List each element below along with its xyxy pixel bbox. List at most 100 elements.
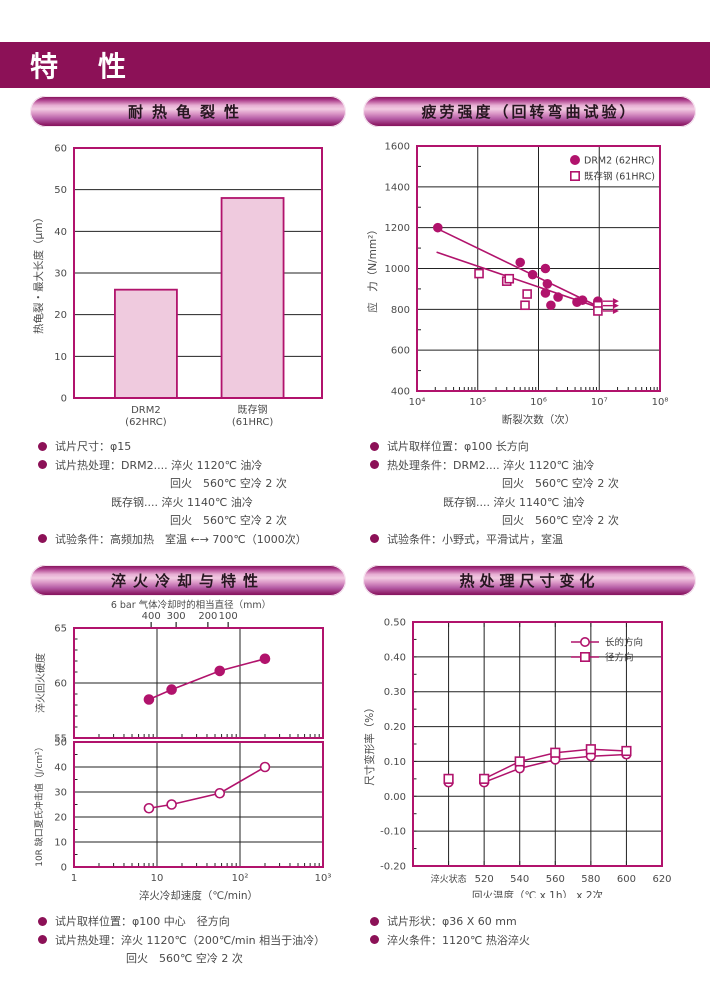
svg-text:600: 600 <box>391 346 410 357</box>
svg-text:0: 0 <box>61 394 67 405</box>
svg-text:560: 560 <box>546 874 565 885</box>
bars <box>114 197 285 399</box>
svg-text:回火温度（℃ x 1h） x 2次: 回火温度（℃ x 1h） x 2次 <box>472 889 604 898</box>
note-text: 回火 560℃ 空冷 2 次 <box>126 952 243 966</box>
note-line: 回火 560℃ 空冷 2 次 <box>38 511 368 530</box>
svg-text:6 bar 气体冷却时的相当直径（mm）: 6 bar 气体冷却时的相当直径（mm） <box>111 599 271 611</box>
section-header-label: 疲劳强度（回转弯曲试验） <box>421 103 638 121</box>
note-text: 试片热处理：淬火 1120℃（200℃/min 相当于油冷） <box>55 933 326 947</box>
bullet-icon <box>370 460 379 470</box>
note-line: 淬火条件：1120℃ 热浴淬火 <box>370 931 700 950</box>
svg-text:540: 540 <box>510 874 529 885</box>
dimension-change-chart: 0.50 0.40 0.30 0.20 0.10 0.00 -0.10 -0.20 淬火状态 52… <box>363 618 672 899</box>
svg-text:应 力（N/mm²）: 应 力（N/mm²） <box>366 224 379 313</box>
svg-text:400: 400 <box>142 611 161 622</box>
note-line: 回火 560℃ 空冷 2 次 <box>38 474 368 493</box>
section-header-dimension: 热处理尺寸变化 <box>363 565 696 596</box>
note-text: 试片尺寸：φ15 <box>55 440 132 454</box>
section-header-heat-crack: 耐热龟裂性 <box>30 96 346 127</box>
note-line: 试验条件：小野式，平滑试片，室温 <box>370 530 700 549</box>
svg-text:10R 缺口夏氏冲击值（J/cm²）: 10R 缺口夏氏冲击值（J/cm²） <box>33 742 45 867</box>
note-text: 试片形状：φ36 X 60 mm <box>387 915 517 929</box>
svg-text:60: 60 <box>54 144 67 155</box>
note-text: 回火 560℃ 空冷 2 次 <box>502 514 619 528</box>
legend: DRM2 (62HRC) 既存钢 (61HRC) <box>570 154 655 183</box>
series-0 <box>433 222 619 311</box>
svg-text:1000: 1000 <box>385 264 410 275</box>
svg-text:断裂次数（次）: 断裂次数（次） <box>502 413 576 426</box>
x-axis: 淬火状态 520 540 560 580 600 620 <box>431 622 672 885</box>
note-text: 试验条件：高频加热 室温 ←→ 700℃（1000次） <box>55 532 307 546</box>
svg-text:30: 30 <box>54 269 67 280</box>
note-text: 热处理条件：DRM2.... 淬火 1120℃ 油冷 <box>387 458 595 472</box>
svg-text:既存钢 (61HRC): 既存钢 (61HRC) <box>584 171 655 183</box>
section-header-label: 淬火冷却与特性 <box>110 572 265 590</box>
note-line: 试片热处理：淬火 1120℃（200℃/min 相当于油冷） <box>38 931 368 950</box>
svg-text:30: 30 <box>54 788 67 799</box>
svg-text:400: 400 <box>391 387 410 398</box>
fatigue-strength-chart: 400 600 800 1000 1200 1400 1600 10⁴ 10⁵ 10⁶ 10⁷ 10⁸… <box>366 142 668 427</box>
x-axis: 10⁴ 10⁵ 10⁶ 10⁷ 10⁸ <box>409 387 668 408</box>
section-header-label: 热处理尺寸变化 <box>459 572 600 590</box>
section-header-fatigue: 疲劳强度（回转弯曲试验） <box>363 96 696 127</box>
svg-text:10⁶: 10⁶ <box>530 397 547 408</box>
section-header-quench: 淬火冷却与特性 <box>30 565 346 596</box>
svg-text:(62HRC): (62HRC) <box>125 417 167 428</box>
svg-text:既存钢: 既存钢 <box>238 403 268 416</box>
y-axis: 0 10 20 30 40 50 60 <box>54 144 67 405</box>
series-1 <box>443 744 632 784</box>
svg-text:10³: 10³ <box>315 873 332 884</box>
svg-text:10: 10 <box>151 873 164 884</box>
svg-text:淬火回火硬度: 淬火回火硬度 <box>34 653 47 713</box>
bullet-icon <box>370 441 379 451</box>
svg-text:长的方向: 长的方向 <box>605 637 643 649</box>
svg-text:300: 300 <box>167 611 186 622</box>
note-text: 回火 560℃ 空冷 2 次 <box>170 514 287 528</box>
bullet-icon <box>38 441 47 451</box>
note-line: 试验条件：高频加热 室温 ←→ 700℃（1000次） <box>38 530 368 549</box>
note-line: 试片形状：φ36 X 60 mm <box>370 912 700 931</box>
svg-text:0.20: 0.20 <box>384 722 406 733</box>
quench-cooling-charts: 6 bar 气体冷却时的相当直径（mm）400 300 200 100656055淬火… <box>33 599 332 902</box>
svg-text:热龟裂・最大长度（μm）: 热龟裂・最大长度（μm） <box>32 212 45 334</box>
svg-text:0.00: 0.00 <box>384 792 406 803</box>
section-header-label: 耐热龟裂性 <box>127 103 248 121</box>
note-text: 试片热处理：DRM2.... 淬火 1120℃ 油冷 <box>55 458 263 472</box>
svg-text:520: 520 <box>475 874 494 885</box>
svg-text:40: 40 <box>54 227 67 238</box>
svg-text:50: 50 <box>54 185 67 196</box>
note-text: 试片取样位置：φ100 中心 径方向 <box>55 915 230 929</box>
svg-text:0.50: 0.50 <box>384 618 406 629</box>
bullet-icon <box>370 916 379 926</box>
note-line: 试片尺寸：φ15 <box>38 437 368 456</box>
svg-text:DRM2 (62HRC): DRM2 (62HRC) <box>584 156 655 167</box>
y-axis: 400 600 800 1000 1200 1400 1600 <box>385 142 421 398</box>
note-text: 试片取样位置：φ100 长方向 <box>387 440 529 454</box>
note-text: 既存钢.... 淬火 1140℃ 油冷 <box>111 495 253 509</box>
svg-text:50: 50 <box>54 738 67 749</box>
note-line: 回火 560℃ 空冷 2 次 <box>370 511 700 530</box>
notes-heat-crack: 试片尺寸：φ15 试片热处理：DRM2.... 淬火 1120℃ 油冷回火 560… <box>38 437 368 548</box>
svg-text:10: 10 <box>54 352 67 363</box>
note-line: 回火 560℃ 空冷 2 次 <box>370 474 700 493</box>
bullet-icon <box>38 935 47 945</box>
note-line: 热处理条件：DRM2.... 淬火 1120℃ 油冷 <box>370 456 700 475</box>
svg-text:径方向: 径方向 <box>605 652 634 664</box>
svg-text:淬火冷却速度（℃/min）: 淬火冷却速度（℃/min） <box>139 889 258 902</box>
svg-text:580: 580 <box>581 874 600 885</box>
y-axis: 0.50 0.40 0.30 0.20 0.10 0.00 -0.10 -0.20 <box>380 618 417 873</box>
svg-text:0.40: 0.40 <box>384 652 406 663</box>
svg-text:40: 40 <box>54 763 67 774</box>
svg-text:0: 0 <box>61 863 67 874</box>
svg-text:10⁴: 10⁴ <box>409 397 426 408</box>
top-axis: 400 300 200 100 <box>142 611 238 628</box>
svg-text:-0.10: -0.10 <box>380 827 406 838</box>
series <box>143 761 271 814</box>
svg-text:60: 60 <box>54 679 67 690</box>
svg-text:1200: 1200 <box>385 223 410 234</box>
note-line: 试片取样位置：φ100 中心 径方向 <box>38 912 368 931</box>
page-title: 特 性 <box>30 50 133 83</box>
svg-text:0.30: 0.30 <box>384 687 406 698</box>
svg-text:-0.20: -0.20 <box>380 862 406 873</box>
svg-text:10: 10 <box>54 838 67 849</box>
